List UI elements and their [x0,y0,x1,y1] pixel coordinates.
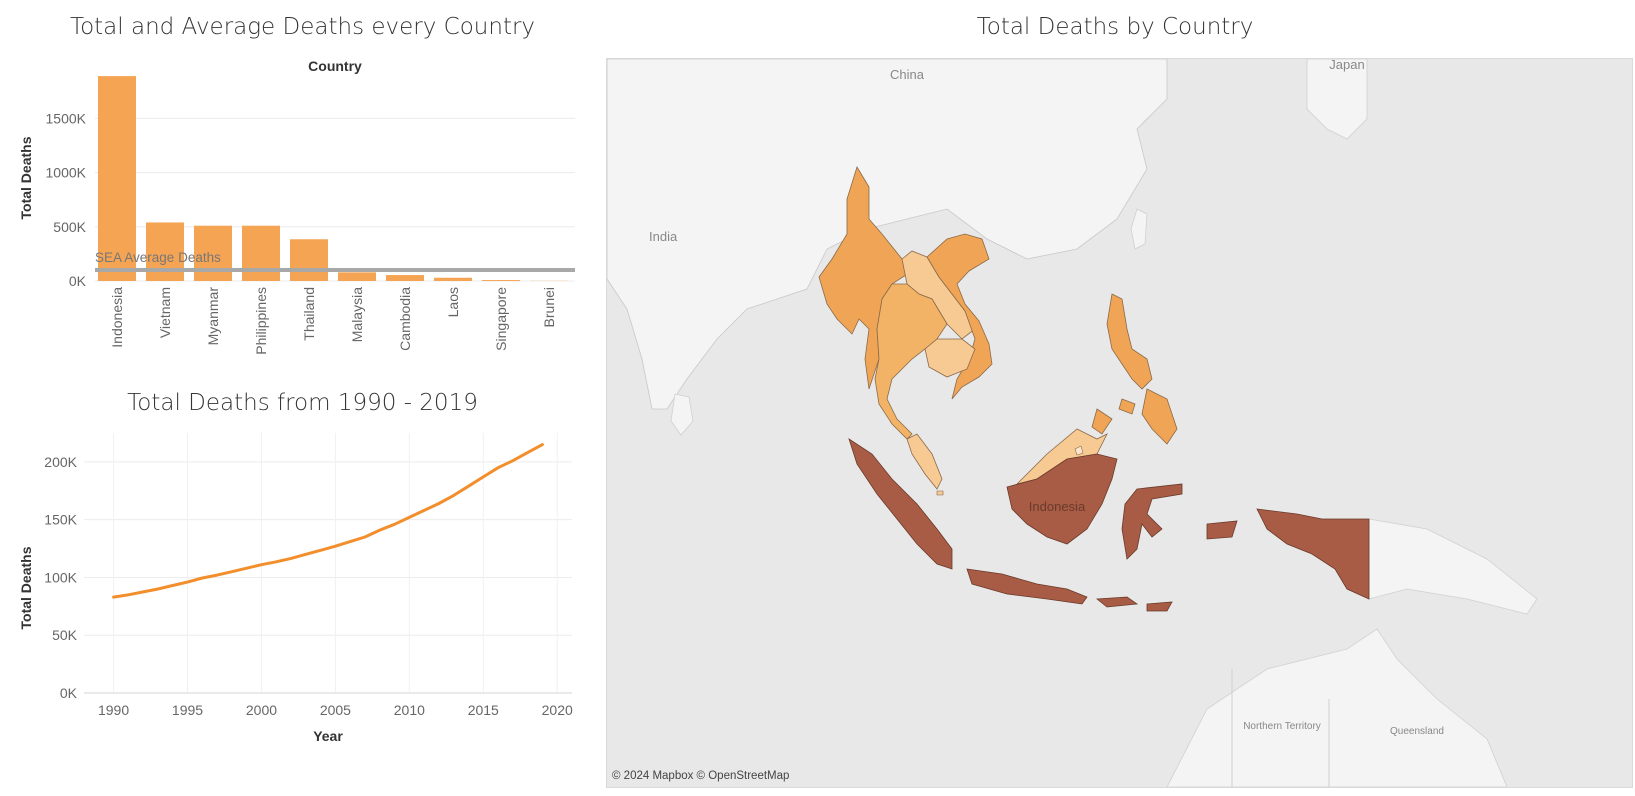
bar-header: Country [308,58,362,74]
bar-x-tick-label: Indonesia [109,287,125,348]
landmass-australia [1166,628,1508,787]
bar-philippines [242,225,280,281]
landmass-sri-lanka [670,393,694,436]
bar-y-tick-label: 0K [69,273,87,289]
country-brunei[interactable] [1074,445,1084,456]
line-y-axis-title: Total Deaths [18,546,34,629]
bar-chart-title: Total and Average Deaths every Country [69,14,536,40]
line-x-tick-label: 1990 [98,702,129,718]
country-indonesia-papua[interactable] [1206,508,1370,600]
country-singapore[interactable] [936,490,944,496]
line-chart-title: Total Deaths from 1990 - 2019 [127,390,478,416]
map-label-china: China [890,67,925,82]
line-chart[interactable]: 0K 50K 100K 150K 200K 1990 1995 2000 2005 2010 201… [0,425,600,770]
bar-y-tick-label: 1000K [46,165,87,181]
map-label-queensland: Queensland [1390,726,1444,737]
bar-x-tick-label: Vietnam [157,287,173,338]
bar-x-tick-label: Thailand [301,287,317,341]
country-myanmar[interactable] [818,166,913,390]
bar-malaysia [338,272,376,281]
line-x-tick-label: 2020 [542,702,573,718]
bar-y-axis-title: Total Deaths [18,136,34,219]
country-indonesia-java[interactable] [966,568,1173,612]
map-label-northern-territory: Northern Territory [1243,721,1321,732]
line-y-tick-label: 100K [44,569,77,585]
line-x-tick-label: 2010 [394,702,425,718]
landmass-japan [1306,59,1368,140]
line-y-tick-label: 50K [52,627,78,643]
bar-chart[interactable]: Country Total Deaths 0K 500K 1000K 1500K Indon… [0,50,600,370]
bar-thailand [290,239,328,281]
line-y-tick-label: 0K [60,685,78,701]
country-indonesia-borneo[interactable] [1006,453,1118,545]
line-x-axis-title: Year [313,728,343,744]
line-series-total-deaths [112,443,544,599]
country-thailand[interactable] [874,283,948,440]
bar-x-tick-label: Myanmar [205,287,221,346]
bar-singapore [482,280,520,281]
reference-line-label: SEA Average Deaths [95,250,221,265]
map-label-indonesia: Indonesia [1029,499,1086,514]
bar-x-tick-label: Laos [445,287,461,317]
country-cambodia[interactable] [924,338,976,378]
line-x-tick-label: 1995 [172,702,203,718]
line-x-tick-label: 2015 [468,702,499,718]
line-x-tick-label: 2000 [246,702,277,718]
bar-x-tick-label: Malaysia [349,287,365,342]
bar-y-tick-label: 500K [53,219,86,235]
country-philippines[interactable] [1091,293,1178,445]
line-y-tick-label: 200K [44,454,77,470]
bar-indonesia [98,76,136,281]
map-canvas[interactable]: China Japan India Northern Territory Que… [607,59,1632,787]
map-credit: © 2024 Mapbox © OpenStreetMap [612,770,790,782]
country-malaysia-peninsula[interactable] [906,433,943,490]
bar-y-tick-label: 1500K [46,110,87,126]
bar-x-tick-label: Philippines [253,287,269,355]
map-label-japan: Japan [1329,58,1364,72]
bar-cambodia [386,275,424,281]
country-indonesia-sulawesi[interactable] [1121,483,1183,560]
line-y-tick-label: 150K [44,512,77,528]
bar-x-tick-label: Brunei [541,287,557,327]
country-indonesia-sumatra[interactable] [848,438,953,570]
bar-laos [434,277,472,281]
choropleth-map[interactable]: China Japan India Northern Territory Que… [606,58,1633,788]
landmass-new-guinea-east [1368,518,1538,615]
map-title: Total Deaths by Country [976,14,1254,40]
line-x-tick-label: 2005 [320,702,351,718]
bar-x-tick-label: Singapore [493,287,509,351]
map-label-india: India [649,229,678,244]
country-vietnam[interactable] [926,233,993,400]
bar-x-tick-label: Cambodia [397,287,413,351]
landmass-taiwan [1130,208,1148,250]
